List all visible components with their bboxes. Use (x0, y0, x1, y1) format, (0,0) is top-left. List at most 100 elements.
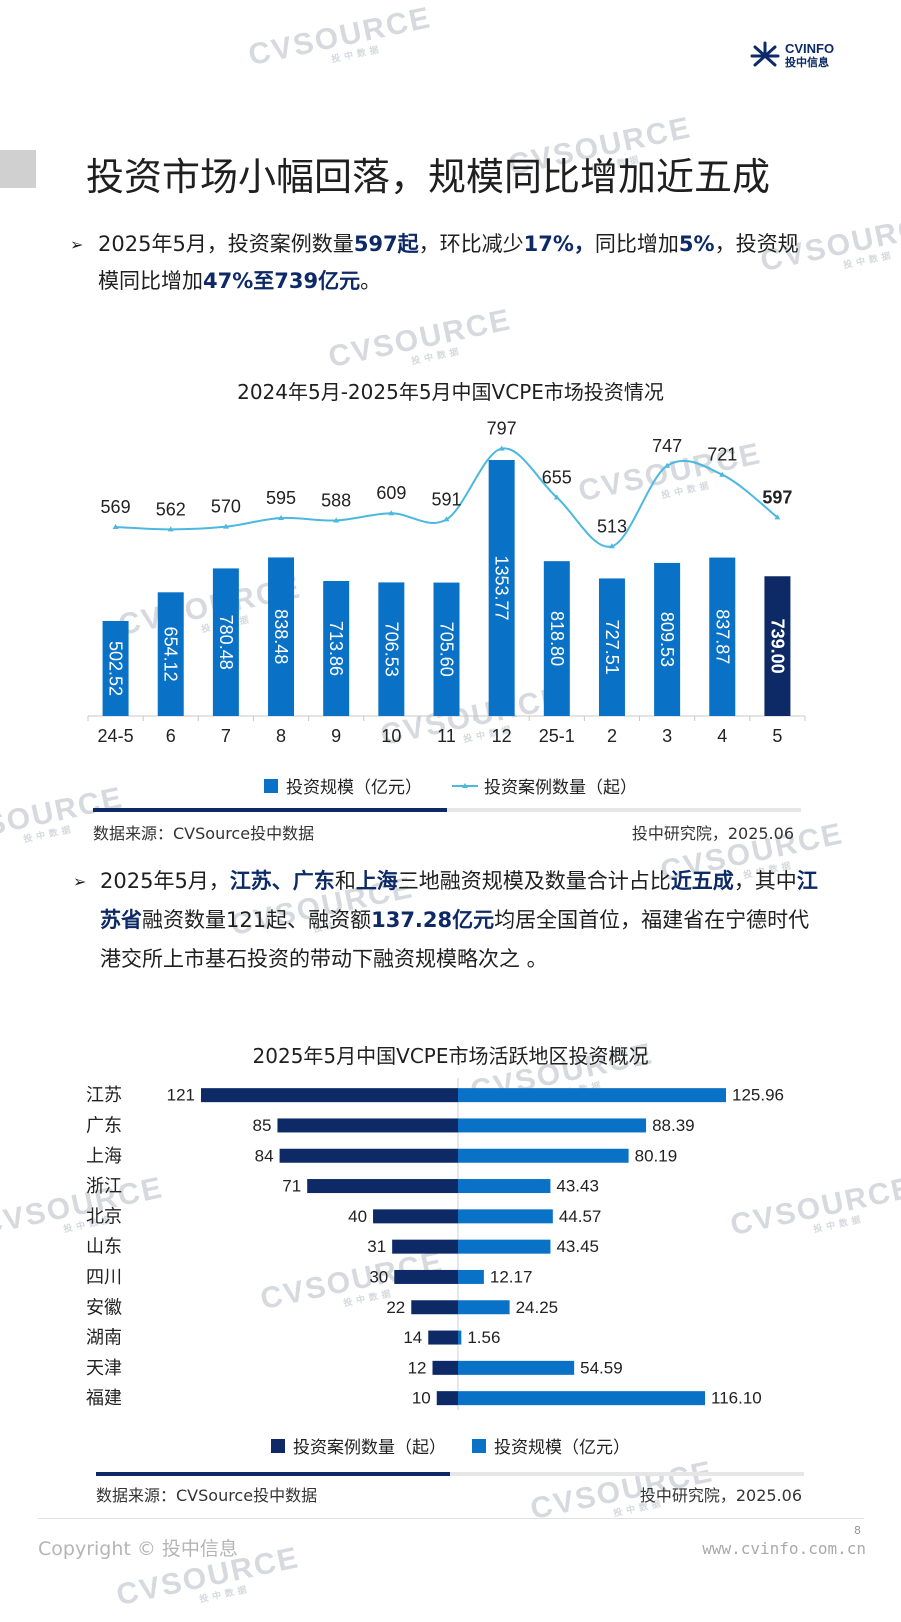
count-bar-北京 (373, 1209, 458, 1224)
logo-icon (750, 41, 780, 67)
bar-12 (488, 460, 515, 716)
count-bar-山东 (392, 1239, 458, 1254)
chart2-svg: 江苏 121 125.96 广东 85 88.39 上海 84 80.19 浙江 71 43.43 北京… (86, 1078, 784, 1410)
text: 均居全国首位，福建省在宁德时代港交所上市基石投资的带动下融资规模略次之 。 (100, 908, 810, 971)
amount-bar-江苏 (458, 1088, 726, 1103)
count-label: 40 (348, 1207, 367, 1226)
line-label: 747 (652, 436, 682, 456)
region-label: 山东 (86, 1237, 122, 1257)
highlight: 江苏、广东 (229, 869, 335, 893)
count-bar-上海 (279, 1148, 458, 1163)
amount-label: 80.19 (635, 1146, 678, 1165)
count-label: 71 (282, 1177, 301, 1196)
bar-label: 780.48 (216, 615, 236, 670)
line-label: 797 (487, 420, 517, 439)
bar-label: 727.51 (602, 620, 622, 675)
bar-2 (598, 578, 625, 716)
amount-label: 116.10 (711, 1389, 762, 1408)
line-point (388, 510, 395, 516)
amount-label: 24.25 (516, 1298, 559, 1317)
bar-9 (323, 581, 350, 716)
count-label: 85 (253, 1116, 272, 1135)
amount-bar-山东 (458, 1239, 551, 1254)
bar-label: 502.52 (106, 641, 126, 696)
footer-url: www.cvinfo.com.cn (702, 1539, 866, 1558)
count-bar-安徽 (411, 1300, 458, 1315)
highlight: 至 (253, 269, 275, 293)
line-label: 609 (376, 483, 406, 503)
bar-label: 654.12 (161, 627, 181, 682)
line-label: 569 (101, 497, 131, 517)
text: 。 (360, 269, 382, 293)
line-label: 595 (266, 488, 296, 508)
highlight: 597起 (353, 232, 419, 256)
amount-label: 54.59 (580, 1358, 623, 1377)
amount-bar-北京 (458, 1209, 553, 1224)
region-label: 江苏 (86, 1085, 122, 1105)
region-label: 北京 (86, 1206, 122, 1226)
count-label: 22 (386, 1298, 405, 1317)
line-point (333, 517, 340, 523)
region-label: 浙江 (86, 1176, 122, 1196)
highlight: 上海 (355, 869, 398, 893)
line-label: 721 (707, 445, 737, 465)
amount-bar-福建 (458, 1391, 706, 1406)
region-label: 四川 (86, 1267, 122, 1287)
line-point (498, 445, 505, 451)
x-tick-label: 6 (166, 726, 176, 746)
bar-label: 1353.77 (492, 555, 512, 620)
count-label: 121 (167, 1086, 195, 1105)
bar-label: 705.60 (437, 622, 457, 677)
footer-rule (38, 1518, 864, 1519)
chart2-divider (96, 1472, 804, 1476)
amount-bar-上海 (458, 1148, 629, 1163)
count-label: 84 (255, 1146, 274, 1165)
x-tick-label: 24-5 (98, 726, 134, 746)
count-bar-福建 (436, 1391, 458, 1406)
x-tick-label: 4 (717, 726, 727, 746)
brand-logo: CVINFO 投中信息 (749, 40, 834, 72)
highlight: 近五成 (670, 869, 734, 893)
region-label: 福建 (86, 1388, 122, 1408)
amount-bar-天津 (458, 1360, 575, 1375)
x-tick-label: 12 (492, 726, 512, 746)
line-point (553, 494, 560, 500)
count-bar-天津 (432, 1360, 458, 1375)
amount-label: 44.57 (559, 1207, 602, 1226)
x-tick-label: 2 (607, 726, 617, 746)
legend-swatch (271, 1438, 285, 1453)
chart2-legend: 投资案例数量（起） 投资规模（亿元） (0, 1433, 901, 1458)
line-point (443, 516, 450, 522)
bar-24-5 (102, 620, 129, 716)
count-label: 31 (367, 1237, 386, 1256)
summary-paragraph-2: 2025年5月，江苏、广东和上海三地融资规模及数量合计占比近五成，其中江苏省融资… (100, 862, 825, 979)
line-point (608, 543, 615, 549)
line-point (112, 524, 119, 529)
amount-label: 125.96 (732, 1086, 784, 1105)
x-tick-label: 10 (381, 726, 401, 746)
chart2-source: 数据来源：CVSource投中数据 (96, 1486, 318, 1505)
bar-4 (709, 557, 736, 716)
legend-label: 投资规模（亿元） (494, 1438, 630, 1458)
bullet-arrow-icon: ➢ (73, 872, 87, 891)
line-label: 588 (321, 490, 351, 510)
bar-label: 837.87 (712, 609, 732, 664)
bar-label: 809.53 (657, 612, 677, 667)
highlight: 137.28亿元 (371, 908, 495, 932)
line-label: 562 (156, 499, 186, 519)
count-bar-四川 (394, 1269, 458, 1284)
bar-label: 838.48 (271, 609, 291, 664)
line-point (167, 526, 174, 532)
legend-label: 投资案例数量（起） (484, 778, 637, 798)
amount-bar-湖南 (458, 1330, 462, 1345)
text: 2025年5月， (100, 869, 230, 893)
legend-bar: 投资规模（亿元） (264, 773, 422, 798)
legend-amount: 投资规模（亿元） (472, 1433, 630, 1458)
bar-label: 739.00 (767, 619, 787, 674)
bar-11 (433, 582, 460, 716)
region-label: 广东 (86, 1115, 122, 1135)
line-point (664, 462, 671, 468)
x-tick-label: 7 (221, 726, 231, 746)
line-point (774, 514, 781, 520)
